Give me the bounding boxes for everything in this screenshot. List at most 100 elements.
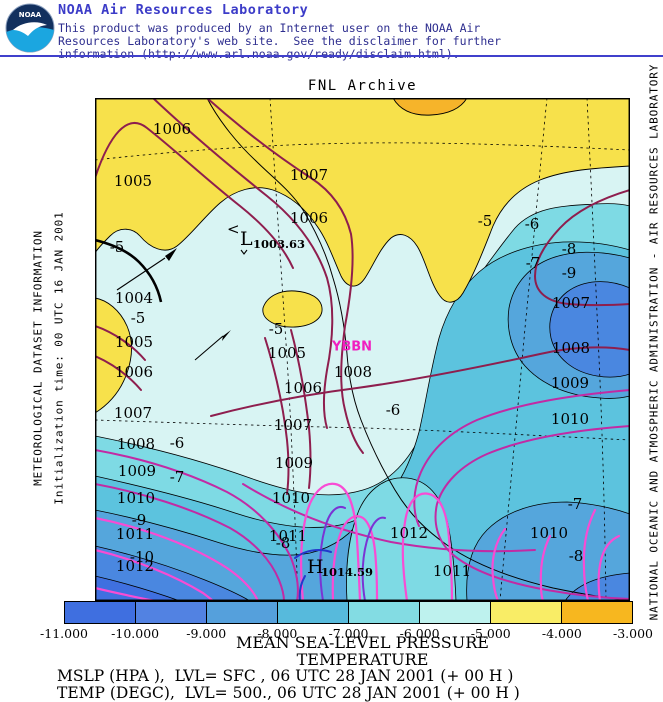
pressure-low-value: 1003.63 — [253, 237, 305, 251]
contour-label: 1006 — [290, 209, 328, 227]
contour-label: -6 — [170, 434, 185, 452]
isobar-1014-arc — [294, 549, 332, 559]
colorbar-cell — [64, 601, 136, 624]
band-minus5-minus4-main — [95, 98, 630, 303]
caption-temp-details: TEMP (DEGC), LVL= 500., 06 UTC 28 JAN 20… — [57, 684, 520, 702]
chart-title: FNL Archive — [307, 78, 418, 94]
contour-label: -8 — [569, 547, 584, 565]
contour-label: 1007 — [114, 404, 152, 422]
pressure-low-symbol: L — [240, 228, 253, 250]
contour-label: -5 — [131, 309, 146, 327]
contour-label: 1010 — [272, 489, 310, 507]
contour-label: 1012 — [116, 557, 154, 575]
contour-label: 1011 — [269, 527, 307, 545]
colorbar-tick: -4.000 — [541, 626, 582, 641]
contour-label: 1010 — [530, 524, 568, 542]
contour-label: 1004 — [115, 289, 153, 307]
isobar-1012-trough — [331, 515, 379, 601]
contour-label: -9 — [562, 264, 577, 282]
isobar-1005-nw — [95, 122, 294, 269]
contour-label: -9 — [132, 511, 147, 529]
contour-label: 1005 — [114, 172, 152, 190]
contour-label: 1008 — [334, 363, 372, 381]
colorbar-tick: -11.000 — [40, 626, 88, 641]
contour-label: -6 — [525, 215, 540, 233]
contour-label: 1008 — [117, 435, 155, 453]
contour-label: 1009 — [551, 374, 589, 392]
isobar-se-c — [582, 508, 597, 601]
contour-label: 1012 — [390, 524, 428, 542]
isobar-se-b — [539, 534, 552, 601]
isobar-1011-west — [95, 516, 260, 601]
contour-label: 1010 — [117, 489, 155, 507]
colorbar-tick: -9.000 — [186, 626, 227, 641]
contour-label: -5 — [478, 212, 493, 230]
contour-label: 1011 — [116, 525, 154, 543]
isotherm-minus5-thick — [95, 238, 163, 303]
pressure-high-symbol: H — [307, 556, 324, 578]
isobar-1007-east-hook — [533, 189, 630, 307]
colorbar-tick: -6.000 — [399, 626, 440, 641]
isobar-1013-a — [319, 506, 346, 601]
contour-label: -10 — [130, 548, 154, 566]
map-border — [95, 98, 630, 601]
marker-arrow: < — [227, 220, 240, 238]
contour-label: -6 — [386, 401, 401, 419]
isobar-1006-west-stub — [95, 355, 142, 391]
contour-label: 1010 — [551, 410, 589, 428]
latitude-gridline-south — [95, 419, 630, 441]
band-minus4-minus3 — [392, 98, 468, 116]
contour-label: -7 — [568, 495, 583, 513]
isobar-1007-nw — [206, 98, 364, 454]
contour-label: -8 — [276, 534, 291, 552]
contour-label: -5 — [110, 238, 125, 256]
colorbar-cell — [348, 601, 420, 624]
contour-label: 1006 — [115, 363, 153, 381]
contour-label: 1007 — [552, 294, 590, 312]
isobar-1010-west — [95, 483, 285, 601]
isobar-se-d — [597, 534, 621, 601]
isobar-1010-trough — [401, 492, 454, 601]
isobar-1005-west-stub — [95, 325, 146, 361]
low-centre-tick — [240, 249, 248, 255]
band-minus5-minus4-west-patch — [95, 297, 132, 414]
colorbar-tick: -5.000 — [470, 626, 511, 641]
noaa-logo-image: NOAA — [5, 3, 55, 53]
longitude-gridline-east — [586, 98, 607, 601]
contour-label: 1005 — [268, 344, 306, 362]
contour-label: -8 — [562, 240, 577, 258]
isobar-1014-stub — [298, 575, 306, 601]
caption-field-1: MEAN SEA-LEVEL PRESSURE — [236, 633, 489, 652]
isobar-1011-trough — [299, 482, 362, 601]
isobar-1010-east — [434, 425, 630, 600]
colorbar-cell — [490, 601, 562, 624]
left-sidebar-label: METEOROLOGICAL DATASET INFORMATION — [31, 230, 45, 486]
latitude-gridline-north — [95, 142, 630, 161]
isobar-1013-b — [361, 516, 386, 601]
map-canvas: 1006 1005 1007 1006 -5 1004 -5 1005 1006 1007 -5 10… — [95, 98, 630, 601]
isobar-1009-east — [413, 389, 630, 527]
page-title: NOAA Air Resources Laboratory — [58, 2, 309, 18]
header-divider — [0, 55, 663, 57]
wind-barb-shaft — [194, 335, 224, 361]
contour-label: 1011 — [433, 562, 471, 580]
contour-label: 1007 — [274, 416, 312, 434]
wind-barb-flag-2 — [222, 330, 231, 341]
noaa-logo: NOAA — [5, 3, 55, 53]
colorbar — [64, 601, 633, 624]
wind-barb-flag-1 — [165, 248, 177, 261]
colorbar-cell — [419, 601, 491, 624]
colorbar-tick: -8.000 — [257, 626, 298, 641]
isobar-1006-fan-a — [290, 329, 312, 489]
isobar-1010-sweep — [242, 483, 536, 553]
pressure-high-value: 1014.59 — [321, 565, 373, 579]
colorbar-cell — [277, 601, 349, 624]
colorbar-ticks: -11.000 -10.000 -9.000 -8.000 -7.000 -6.000 -5… — [0, 626, 663, 641]
contour-label: -7 — [170, 468, 185, 486]
isobar-1004-line — [116, 257, 166, 291]
colorbar-tick: -10.000 — [111, 626, 160, 641]
isobar-1012-west — [95, 548, 215, 601]
coastline — [206, 98, 630, 601]
contour-label: -7 — [526, 254, 541, 272]
isobar-1005-fan-b — [264, 337, 290, 495]
